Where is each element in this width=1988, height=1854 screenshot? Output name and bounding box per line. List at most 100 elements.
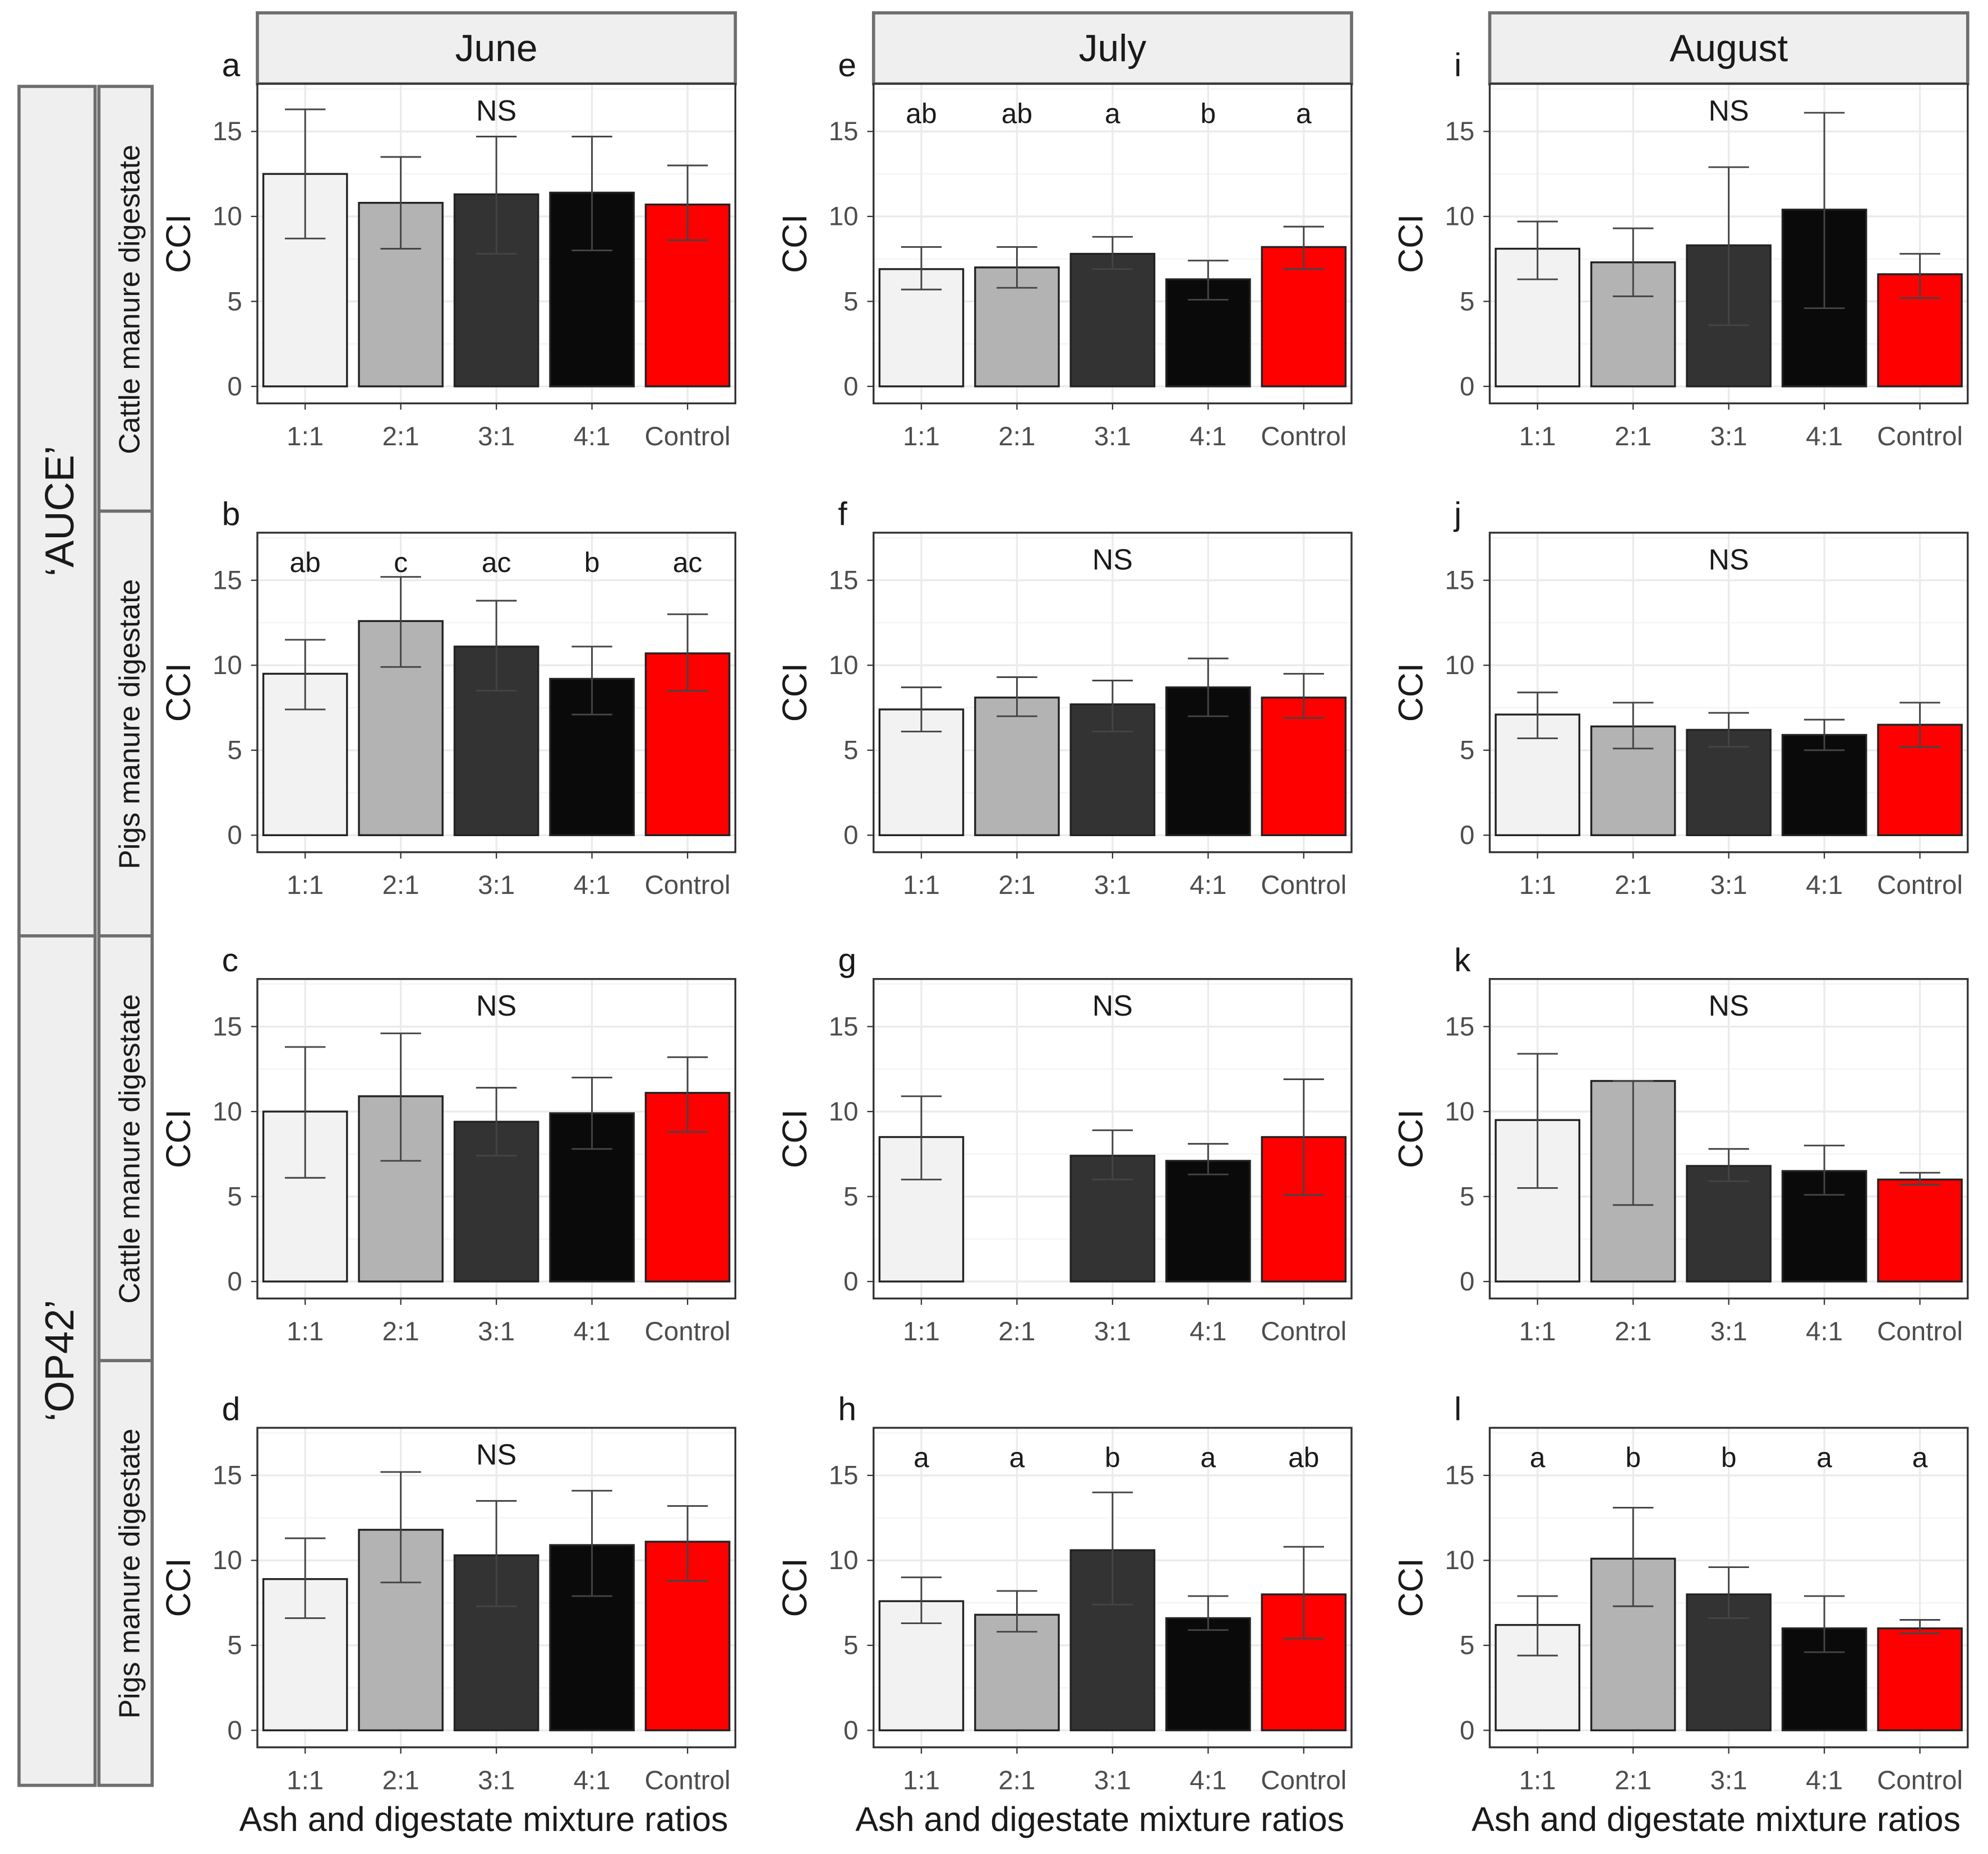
x-tick-label: 4:1 (574, 1317, 611, 1346)
panel-label: a (222, 47, 241, 84)
significance-letter: ab (1002, 98, 1032, 130)
y-tick-label: 5 (843, 1182, 858, 1211)
y-axis-label: CCI (776, 663, 814, 722)
y-tick-label: 0 (1460, 1715, 1474, 1745)
outer-row-label: ‘OP42’ (38, 1300, 82, 1422)
x-tick-label: 2:1 (382, 422, 419, 451)
y-axis-label: CCI (159, 214, 197, 273)
panel-label: g (838, 942, 856, 979)
x-tick-label: 1:1 (903, 870, 940, 900)
x-tick-label: 4:1 (574, 1765, 611, 1795)
significance-letter: a (914, 1442, 929, 1473)
x-axis-label: Ash and digestate mixture ratios (855, 1800, 1344, 1838)
y-tick-label: 0 (1460, 372, 1474, 402)
y-tick-label: 15 (829, 1012, 859, 1041)
bar-2:1 (974, 697, 1060, 837)
y-tick-label: 10 (213, 1097, 242, 1127)
y-tick-label: 5 (843, 736, 858, 765)
x-tick-label: 4:1 (1189, 1317, 1226, 1346)
x-tick-label: Control (645, 1317, 731, 1346)
x-tick-label: 2:1 (998, 422, 1035, 451)
bar-3:1 (453, 1120, 539, 1283)
x-tick-label: 1:1 (1519, 1317, 1556, 1346)
significance-label: NS (476, 1439, 516, 1472)
significance-letter: b (1105, 1442, 1120, 1473)
x-axis-label: Ash and digestate mixture ratios (1472, 1800, 1961, 1838)
panel-border (1488, 82, 1969, 404)
x-tick-label: Control (1877, 1765, 1963, 1795)
significance-letter: a (1296, 98, 1312, 130)
x-tick-label: 2:1 (1615, 870, 1652, 900)
x-tick-label: 3:1 (478, 422, 515, 451)
y-tick-label: 0 (227, 1715, 242, 1745)
y-tick-label: 10 (1445, 1546, 1475, 1575)
column-strip-label: August (1669, 27, 1788, 70)
x-tick-label: 3:1 (1710, 1317, 1747, 1346)
panel-label: e (838, 47, 856, 84)
x-tick-label: 4:1 (1189, 422, 1226, 451)
y-tick-label: 5 (1460, 736, 1474, 765)
x-tick-label: 3:1 (478, 1765, 515, 1795)
y-tick-label: 10 (213, 651, 242, 680)
x-tick-label: 3:1 (1710, 422, 1747, 451)
panel-g: g CCI 0 5 10 15 1:1 2:1 3:1 4:1 Control NS (776, 942, 1353, 1346)
column-strip-label: June (455, 27, 538, 70)
y-tick-label: 5 (227, 1182, 242, 1211)
significance-label: NS (476, 990, 516, 1022)
y-tick-label: 15 (213, 566, 242, 596)
x-tick-label: 4:1 (1189, 1765, 1226, 1795)
x-tick-label: Control (1877, 422, 1963, 451)
y-tick-label: 15 (1445, 566, 1475, 596)
bar-2:1 (974, 1613, 1060, 1732)
x-tick-label: 4:1 (1806, 422, 1843, 451)
inner-row-strip (97, 1359, 154, 1787)
panel-label: j (1453, 496, 1461, 532)
panel-label: b (222, 496, 241, 532)
y-axis-label: CCI (159, 1109, 197, 1168)
bar-2:1 (1590, 725, 1676, 837)
panel-border (873, 532, 1353, 854)
significance-letter: a (1105, 98, 1120, 130)
y-axis-label: CCI (776, 214, 814, 273)
significance-letter: a (1009, 1442, 1025, 1473)
y-tick-label: 5 (227, 736, 242, 765)
panel-border (1488, 977, 1969, 1300)
significance-letter: c (394, 547, 408, 578)
x-tick-label: 1:1 (1519, 870, 1556, 900)
bar-4:1 (1165, 1617, 1251, 1732)
y-tick-label: 10 (829, 1097, 859, 1127)
x-tick-label: 2:1 (1615, 1765, 1652, 1795)
panel-border (873, 977, 1353, 1300)
significance-letter: b (1721, 1442, 1737, 1473)
bar-2:1 (358, 1095, 444, 1283)
y-tick-label: 0 (227, 820, 242, 850)
x-tick-label: 4:1 (1806, 870, 1843, 900)
y-axis-label: CCI (1392, 663, 1430, 722)
x-tick-label: 1:1 (1519, 422, 1556, 451)
x-tick-label: Control (1261, 1765, 1346, 1795)
bar-Control (1877, 1627, 1963, 1732)
x-tick-label: 3:1 (1710, 870, 1747, 900)
panel-f: f CCI 0 5 10 15 1:1 2:1 3:1 4:1 Control NS (776, 496, 1353, 900)
y-tick-label: 10 (829, 1546, 859, 1575)
panel-label: c (222, 942, 238, 979)
significance-label: NS (1092, 543, 1133, 576)
column-strip-label: July (1079, 27, 1147, 70)
y-tick-label: 5 (843, 287, 858, 316)
significance-letter: ac (673, 547, 703, 578)
x-tick-label: 4:1 (574, 870, 611, 900)
y-tick-label: 15 (829, 1461, 859, 1491)
y-tick-label: 15 (213, 1012, 242, 1041)
inner-row-strip (97, 85, 154, 513)
y-axis-label: CCI (1392, 1109, 1430, 1168)
x-tick-label: 1:1 (903, 1317, 940, 1346)
panel-border (256, 532, 736, 854)
y-tick-label: 15 (213, 117, 242, 146)
x-tick-label: 1:1 (903, 422, 940, 451)
x-tick-label: 2:1 (998, 1317, 1035, 1346)
bar-4:1 (1781, 1170, 1867, 1283)
y-axis-label: CCI (776, 1109, 814, 1168)
x-tick-label: 2:1 (382, 1317, 419, 1346)
